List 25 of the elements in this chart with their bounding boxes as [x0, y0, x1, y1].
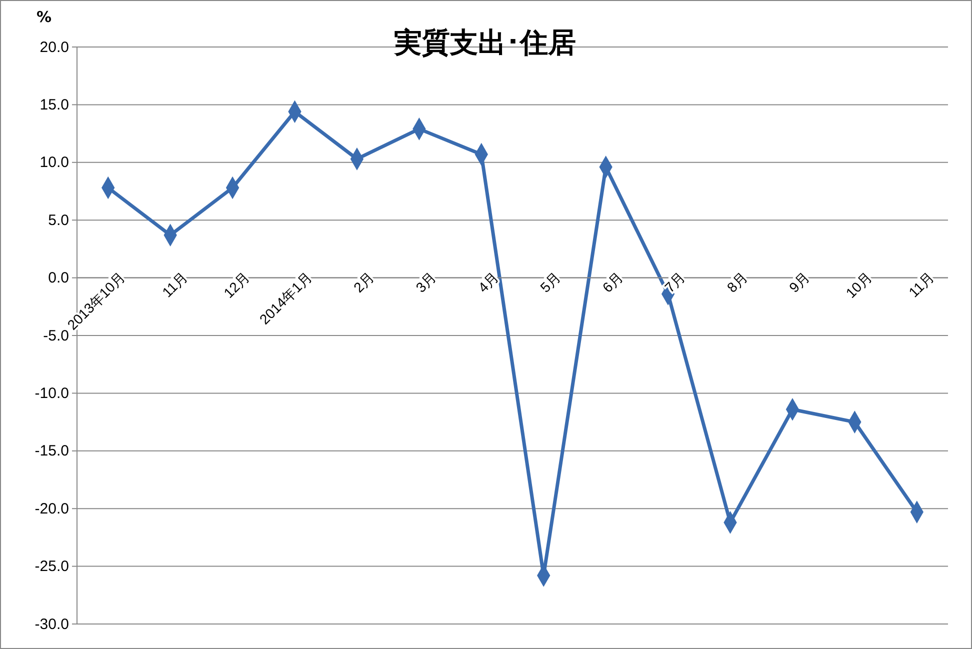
- x-tick-label: 11月: [905, 268, 937, 300]
- x-tick-label: 5月: [536, 268, 564, 296]
- y-tick-label: -20.0: [34, 500, 69, 518]
- x-tick-label: 10月: [842, 268, 875, 301]
- y-tick-label: -15.0: [34, 442, 69, 460]
- x-tick-label: 2月: [350, 268, 378, 296]
- chart-title: 実質支出･住居: [393, 26, 576, 59]
- y-tick-label: -5.0: [43, 327, 69, 344]
- x-tick-label: 11月: [158, 268, 190, 300]
- x-tick-label: 3月: [412, 268, 440, 296]
- x-tick-label: 6月: [599, 268, 626, 296]
- y-tick-label: -10.0: [34, 385, 69, 402]
- x-tick-label: 12月: [220, 268, 253, 301]
- y-tick-label: 5.0: [48, 212, 69, 229]
- y-axis-title: %: [36, 8, 52, 26]
- y-tick-label: -30.0: [34, 616, 69, 633]
- x-tick-label: 4月: [474, 268, 502, 296]
- y-tick-label: 15.0: [40, 96, 69, 114]
- y-tick-label: -25.0: [34, 558, 69, 576]
- y-tick-label: 0.0: [48, 270, 69, 287]
- y-tick-label: 10.0: [40, 154, 69, 172]
- y-tick-label: 20.0: [40, 38, 69, 56]
- x-tick-label: 8月: [724, 268, 750, 296]
- x-tick-label: 7月: [661, 268, 688, 296]
- x-tick-label: 9月: [786, 268, 813, 296]
